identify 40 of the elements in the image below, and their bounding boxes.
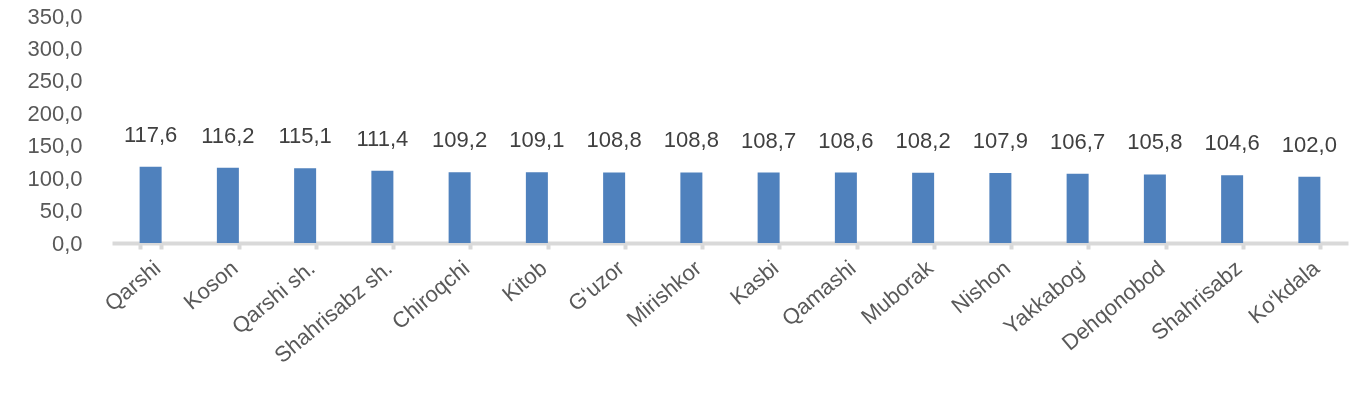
bar	[834, 172, 857, 243]
y-tick-label: 50,0	[39, 198, 83, 224]
data-label: 102,0	[1281, 131, 1337, 157]
data-label: 104,6	[1204, 130, 1260, 156]
bar	[1143, 174, 1166, 243]
y-tick-label: 250,0	[27, 68, 83, 94]
data-label: 108,8	[586, 127, 642, 153]
bar	[603, 172, 626, 243]
data-label: 115,1	[278, 123, 332, 149]
bar	[1298, 176, 1321, 243]
data-label: 107,9	[972, 128, 1028, 154]
data-label: 116,2	[201, 122, 255, 148]
y-tick-label: 150,0	[27, 133, 83, 159]
data-label: 117,6	[123, 121, 178, 147]
y-tick-label: 300,0	[27, 35, 83, 61]
bar	[525, 172, 548, 243]
data-label: 108,8	[663, 127, 719, 153]
bar	[912, 172, 935, 243]
y-tick-label: 0,0	[51, 230, 83, 256]
bar	[139, 166, 162, 243]
data-label: 105,8	[1127, 129, 1183, 155]
data-label: 111,4	[356, 125, 409, 151]
y-tick-label: 100,0	[27, 165, 83, 191]
bar	[989, 173, 1012, 243]
bar	[1066, 173, 1089, 243]
bar	[371, 170, 394, 243]
bar	[448, 172, 471, 243]
data-label: 108,2	[895, 127, 951, 153]
data-label: 108,7	[741, 127, 797, 153]
data-label: 109,1	[509, 127, 565, 153]
bar	[757, 172, 780, 243]
y-tick-label: 200,0	[27, 100, 83, 126]
bar	[216, 167, 239, 243]
data-label: 109,2	[432, 127, 488, 153]
bar	[1221, 175, 1244, 243]
data-label: 108,6	[818, 127, 874, 153]
data-label: 106,7	[1050, 128, 1106, 154]
bar	[680, 172, 703, 243]
y-tick-label: 350,0	[27, 3, 83, 29]
bar	[294, 168, 317, 243]
